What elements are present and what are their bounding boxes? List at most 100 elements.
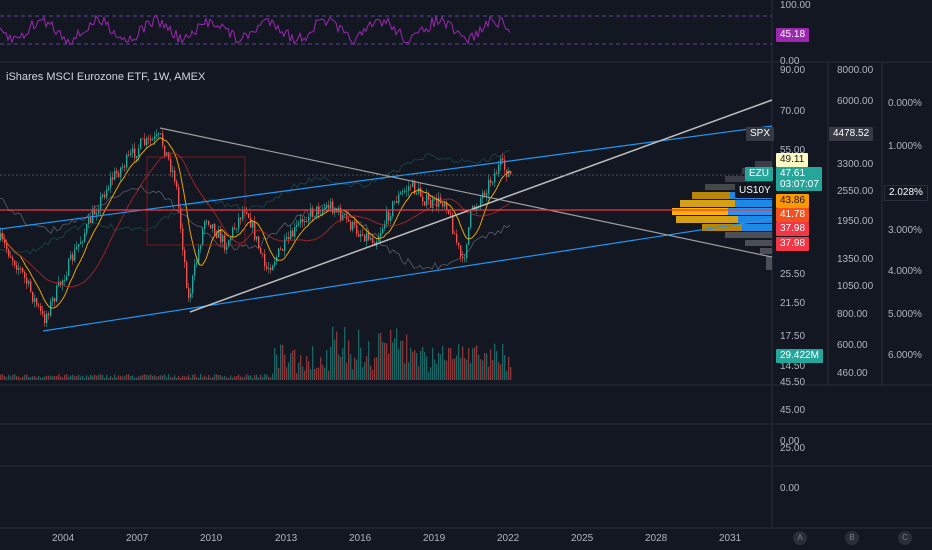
volume-bar [206,377,208,380]
rising-support-line[interactable] [189,99,773,313]
candle-body [296,224,298,227]
volume-bar [478,354,480,380]
volume-bar [316,367,318,380]
volume-bar [436,363,438,380]
volume-bar [388,353,390,380]
volume-bar [130,376,132,380]
volume-bar [446,360,448,380]
candle-body [102,194,104,197]
candle-body [124,166,126,168]
spx-axis-label: 800.00 [837,309,868,320]
volume-bar [262,376,264,380]
volume-bar [246,374,248,380]
volume-bar [86,375,88,380]
candle-body [414,180,416,194]
volume-bar [500,364,502,380]
candle-body [2,233,4,239]
candle-body [190,293,192,298]
candle-body [272,265,274,271]
volume-bar [110,375,112,380]
level-tag-37-98-b: 37.98 [776,237,810,251]
candle-body [422,196,424,202]
candle-body [436,197,438,207]
volume-bar [178,376,180,380]
candle-body [38,304,40,307]
candle-body [334,210,336,214]
volume-bar [34,375,36,380]
candle-body [108,187,110,190]
volume-bar [170,377,172,380]
volume-bar [100,374,102,380]
volume-bar [212,377,214,380]
candle-body [46,313,48,323]
volume-bar [278,367,280,380]
scale-button-c[interactable]: C [898,531,912,545]
scale-button-b[interactable]: B [845,531,859,545]
volume-bar [484,352,486,380]
spx-symbol-tag: SPX [746,127,775,141]
candle-body [432,198,434,208]
candle-body [80,241,82,245]
volume-bar [42,377,44,380]
volume-bar [264,374,266,380]
candle-body [222,235,224,242]
candle-body [340,207,342,221]
volume-bar [486,353,488,380]
descending-trendline[interactable] [159,127,773,258]
candle-body [420,187,422,197]
candle-body [450,213,452,215]
candle-body [386,211,388,224]
volume-bar [280,344,282,380]
volume-bar [84,377,86,380]
candle-body [172,170,174,172]
volume-bar [338,354,340,380]
level-tag-37-98-a: 37.98 [776,222,810,236]
candle-body [98,210,100,214]
lower-channel-line[interactable] [42,218,773,332]
volume-bar [66,374,68,380]
volume-bar [104,377,106,380]
volume-bar [28,377,30,380]
candle-body [308,216,310,222]
volume-bar [60,376,62,380]
volume-bar [292,350,294,380]
candle-body [116,171,118,173]
scale-button-a[interactable]: A [793,531,807,545]
volume-bar [476,345,478,380]
candle-body [330,201,332,209]
upper-channel-line[interactable] [0,125,773,230]
volume-bar [188,375,190,380]
volume-bar [58,374,60,380]
volume-bar [326,350,328,380]
volume-bar [210,377,212,380]
volume-bar [304,370,306,380]
candle-body [146,137,148,146]
drawn-rectangle[interactable] [146,156,246,246]
candle-body [490,179,492,183]
candle-body [182,228,184,250]
volume-bar [124,375,126,380]
candle-body [120,167,122,177]
volume-bar [114,374,116,380]
us10y-value-tag: 2.028% [884,185,928,201]
volume-bar [174,375,176,380]
candle-body [466,244,468,258]
candle-body [292,230,294,237]
volume-bar [380,332,382,380]
candle-body [196,261,198,265]
candle-body [54,298,56,302]
candle-body [138,148,140,157]
volume-bar [342,348,344,380]
candle-body [488,179,490,194]
volume-bar [434,359,436,380]
spx-overlay-line [0,150,511,255]
candle-body [64,279,66,281]
ezu-symbol-tag: EZU [745,167,773,181]
candle-body [106,189,108,198]
spx-axis-label: 2550.00 [837,186,874,197]
candle-body [78,244,80,247]
volume-bar [40,377,42,380]
candle-body [178,187,180,208]
candle-body [412,180,414,188]
volume-bar [494,343,496,380]
